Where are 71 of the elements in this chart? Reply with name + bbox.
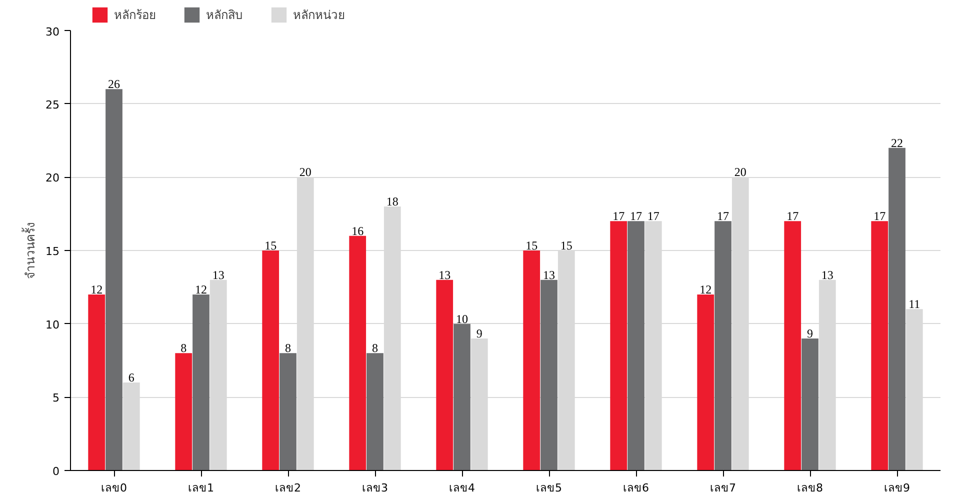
bar <box>349 236 366 470</box>
x-tick-label: เลข2 <box>275 482 301 494</box>
bar <box>436 280 454 470</box>
data-label: 18 <box>386 194 398 208</box>
data-label: 13 <box>821 268 834 282</box>
data-label: 8 <box>180 341 187 356</box>
y-axis-title: จำนวนครั้ง <box>22 222 38 279</box>
data-label: 22 <box>891 136 903 150</box>
y-tick-label: 10 <box>46 318 60 332</box>
data-label: 13 <box>543 268 555 282</box>
y-tick-label: 5 <box>52 392 60 405</box>
data-label: 13 <box>212 268 224 282</box>
data-label: 17 <box>874 209 886 224</box>
bar <box>192 294 210 470</box>
x-tick-label: เลข8 <box>797 482 823 494</box>
y-tick-label: 20 <box>46 172 60 185</box>
data-label: 10 <box>456 312 468 326</box>
x-tick-label: เลข0 <box>101 482 127 494</box>
x-tick-label: เลข5 <box>536 482 562 494</box>
data-label: 26 <box>108 77 120 92</box>
bar <box>714 221 732 470</box>
bar <box>454 324 470 470</box>
bar <box>175 353 192 470</box>
data-label: 17 <box>647 209 660 224</box>
data-label: 17 <box>612 209 625 224</box>
bar <box>366 353 384 470</box>
legend-label: หลักหน่วย <box>293 7 345 24</box>
data-label: 16 <box>352 224 364 238</box>
bar <box>610 221 628 470</box>
bar <box>262 250 280 470</box>
y-tick-label: 30 <box>46 26 60 38</box>
bar <box>871 221 888 470</box>
data-label: 17 <box>630 209 642 224</box>
bar <box>802 338 818 470</box>
data-label: 12 <box>700 282 712 296</box>
bar <box>540 280 558 470</box>
bar <box>88 294 106 470</box>
x-tick-label: เลข1 <box>188 482 214 494</box>
x-tick-label: เลข3 <box>362 482 388 494</box>
data-label: 20 <box>734 165 746 180</box>
data-label: 17 <box>717 209 729 224</box>
x-tick-label: เลข6 <box>623 482 649 494</box>
data-label: 15 <box>526 238 538 252</box>
data-label: 11 <box>908 297 920 312</box>
data-label: 6 <box>128 370 134 384</box>
data-label: 15 <box>264 238 277 252</box>
data-label: 12 <box>195 282 207 296</box>
y-tick-label: 25 <box>46 98 60 112</box>
data-label: 15 <box>560 238 572 252</box>
data-label: 9 <box>807 326 813 340</box>
y-tick-label: 0 <box>52 465 60 478</box>
data-label: 9 <box>476 326 482 340</box>
data-label: 20 <box>299 165 312 180</box>
data-label: 13 <box>438 268 451 282</box>
legend-label: หลักสิบ <box>206 7 243 24</box>
x-tick-label: เลข4 <box>449 482 475 494</box>
bar <box>106 89 122 470</box>
legend-label: หลักร้อย <box>114 7 156 24</box>
x-tick-label: เลข9 <box>884 482 910 494</box>
bar <box>628 221 644 470</box>
bar <box>888 148 906 470</box>
y-tick-label: 15 <box>46 245 60 258</box>
data-label: 8 <box>285 341 291 356</box>
x-tick-label: เลข7 <box>710 482 736 494</box>
data-label: 8 <box>372 341 378 356</box>
bar <box>523 250 540 470</box>
data-label: 17 <box>786 209 799 224</box>
data-label: 12 <box>90 282 103 296</box>
bar <box>280 353 296 470</box>
bar <box>697 294 714 470</box>
bar <box>784 221 802 470</box>
